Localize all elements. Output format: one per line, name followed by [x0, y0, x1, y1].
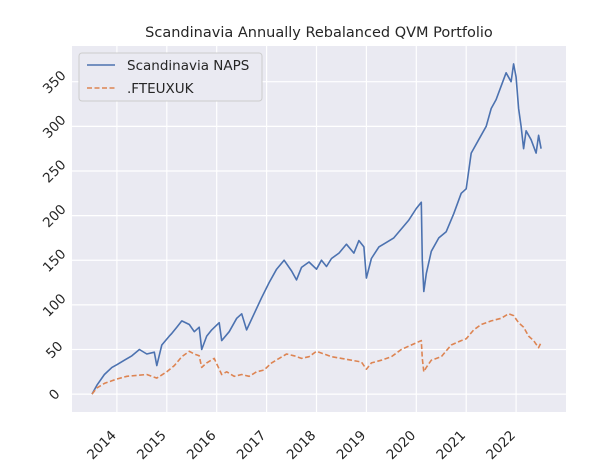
legend-box [78, 52, 263, 102]
grid [72, 46, 566, 412]
series-layer [91, 63, 542, 395]
plot-area [72, 46, 566, 412]
legend-label-fteuxuk: .FTEUXUK [127, 81, 195, 97]
series-line-fteuxuk [91, 313, 542, 395]
series-line-scandinavia-naps [91, 63, 542, 395]
legend-label-scandinavia-naps: Scandinavia NAPS [127, 58, 249, 74]
chart-title: Scandinavia Annually Rebalanced QVM Port… [145, 25, 493, 41]
legend: Scandinavia NAPS .FTEUXUK [78, 52, 263, 102]
